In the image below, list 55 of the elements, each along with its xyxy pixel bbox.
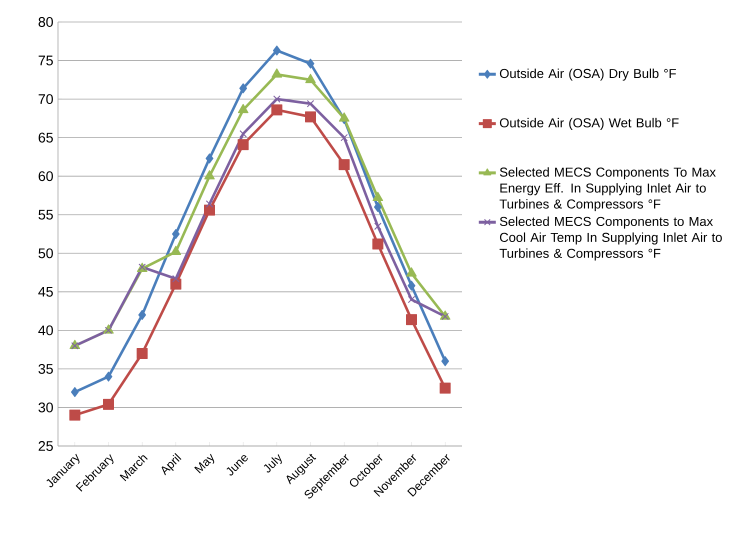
point xyxy=(206,153,214,164)
point xyxy=(204,170,215,180)
point xyxy=(170,278,182,290)
point xyxy=(206,200,214,208)
point xyxy=(372,238,384,250)
point xyxy=(136,348,148,359)
point xyxy=(239,83,248,94)
point xyxy=(238,139,249,150)
point xyxy=(374,222,382,230)
point xyxy=(406,314,418,326)
y-tick-label: 40 xyxy=(38,325,53,336)
point xyxy=(104,326,112,334)
point xyxy=(305,111,316,122)
point xyxy=(441,356,450,366)
y-tick-label: 75 xyxy=(38,56,53,66)
legend-label: Outside Air (OSA) Dry Bulb °F xyxy=(500,68,676,81)
point xyxy=(374,202,382,212)
point xyxy=(238,104,248,114)
point xyxy=(372,192,384,202)
point xyxy=(272,68,282,78)
y-tick-label: 35 xyxy=(38,364,53,374)
y-tick-label: 65 xyxy=(38,132,53,143)
legend-label: Outside Air (OSA) Wet Bulb °F xyxy=(500,118,679,130)
point xyxy=(69,410,80,421)
point xyxy=(172,275,180,282)
y-tick-label: 55 xyxy=(38,210,53,220)
y-tick-label: 25 xyxy=(38,441,53,451)
y-tick-label: 45 xyxy=(38,286,53,297)
point xyxy=(408,280,416,291)
point xyxy=(338,159,350,170)
y-tick-label: 80 xyxy=(38,17,53,27)
point xyxy=(440,382,451,394)
point xyxy=(271,104,282,116)
point xyxy=(406,267,417,277)
point xyxy=(272,46,281,56)
y-tick-label: 60 xyxy=(38,171,53,182)
point xyxy=(338,112,350,122)
x-tick-label: May xyxy=(194,454,214,474)
y-tick-label: 50 xyxy=(38,248,53,258)
point xyxy=(104,372,112,382)
point xyxy=(71,342,79,350)
point xyxy=(172,229,180,239)
point xyxy=(306,58,314,69)
point xyxy=(305,74,316,84)
y-tick-label: 30 xyxy=(38,402,53,412)
legend-label: Selected MECS Components To Max Energy Eff. In Supplying Inlet Air to Turbines & Compressors °F xyxy=(500,167,716,212)
point xyxy=(70,387,79,398)
point xyxy=(408,296,416,304)
point xyxy=(103,398,114,410)
legend-label: Selected MECS Components to Max Cool Air Temp In Supplying Inlet Air to Turbines & Compressors °F xyxy=(500,216,722,260)
point xyxy=(138,310,146,320)
point xyxy=(204,204,216,216)
x-tick-label: July xyxy=(264,454,282,473)
y-tick-label: 70 xyxy=(38,94,53,104)
point xyxy=(170,246,182,255)
